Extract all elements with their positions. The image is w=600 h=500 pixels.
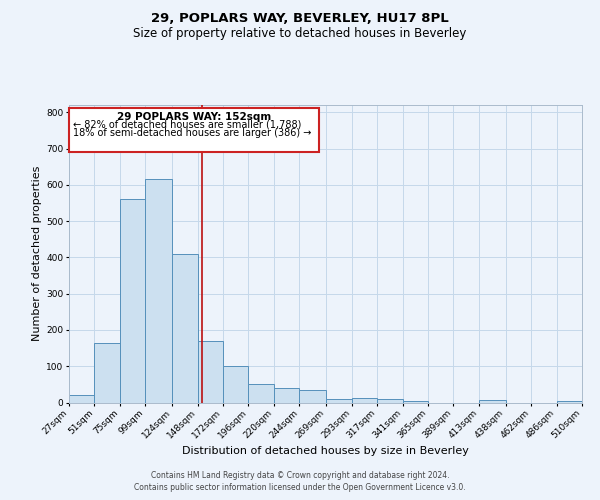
Bar bbox=[403, 400, 428, 402]
Y-axis label: Number of detached properties: Number of detached properties bbox=[32, 166, 42, 342]
Bar bbox=[479, 400, 506, 402]
Text: Size of property relative to detached houses in Beverley: Size of property relative to detached ho… bbox=[133, 28, 467, 40]
FancyBboxPatch shape bbox=[69, 108, 319, 152]
Bar bbox=[223, 366, 248, 403]
Bar bbox=[120, 200, 145, 402]
Bar bbox=[326, 399, 352, 402]
Bar bbox=[145, 180, 172, 402]
Bar bbox=[197, 341, 223, 402]
Text: Contains public sector information licensed under the Open Government Licence v3: Contains public sector information licen… bbox=[134, 484, 466, 492]
Text: ← 82% of detached houses are smaller (1,788): ← 82% of detached houses are smaller (1,… bbox=[73, 120, 302, 130]
Bar bbox=[557, 400, 582, 402]
Text: 29 POPLARS WAY: 152sqm: 29 POPLARS WAY: 152sqm bbox=[116, 112, 271, 122]
Bar bbox=[352, 398, 377, 402]
Bar bbox=[274, 388, 299, 402]
Text: Contains HM Land Registry data © Crown copyright and database right 2024.: Contains HM Land Registry data © Crown c… bbox=[151, 471, 449, 480]
Bar bbox=[69, 395, 94, 402]
Text: 29, POPLARS WAY, BEVERLEY, HU17 8PL: 29, POPLARS WAY, BEVERLEY, HU17 8PL bbox=[151, 12, 449, 26]
Bar bbox=[377, 399, 403, 402]
Text: 18% of semi-detached houses are larger (386) →: 18% of semi-detached houses are larger (… bbox=[73, 128, 311, 138]
Bar bbox=[299, 390, 326, 402]
Bar bbox=[248, 384, 274, 402]
Bar bbox=[94, 342, 120, 402]
Bar bbox=[172, 254, 197, 402]
X-axis label: Distribution of detached houses by size in Beverley: Distribution of detached houses by size … bbox=[182, 446, 469, 456]
